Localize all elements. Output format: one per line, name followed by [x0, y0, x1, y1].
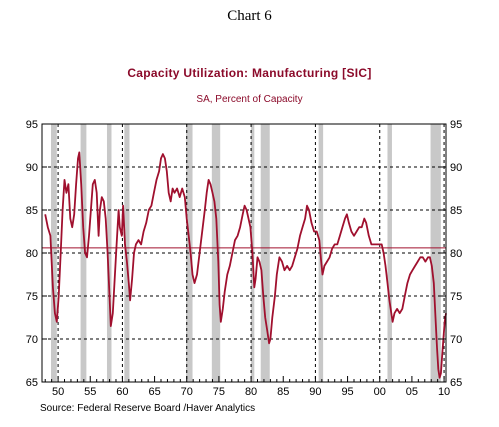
x-axis-ticks: 50 55 60 65 70 75 80 85 90 95 00 05 10	[44, 376, 450, 398]
y-tick-label-right-90: 90	[450, 162, 462, 174]
y-tick-label-left-80: 80	[26, 248, 38, 260]
recession-band-4	[186, 124, 193, 382]
chart-title: Capacity Utilization: Manufacturing [SIC…	[127, 66, 372, 80]
series-line-0	[44, 151, 447, 379]
recession-band-1	[80, 124, 87, 382]
source-note: Source: Federal Reserve Board /Haver Ana…	[40, 403, 256, 414]
y-tick-label-left-70: 70	[26, 334, 38, 346]
y-tick-label-left-75: 75	[26, 291, 38, 303]
chart-number: Chart 6	[227, 8, 272, 24]
y-tick-label-left-85: 85	[26, 205, 38, 217]
x-tick-label-00: 00	[374, 386, 386, 398]
recession-band-10	[430, 124, 441, 382]
x-tick-label-75: 75	[213, 386, 225, 398]
x-tick-label-70: 70	[181, 386, 193, 398]
gridlines	[42, 124, 446, 382]
y-tick-label-right-80: 80	[450, 248, 462, 260]
recession-band-0	[51, 124, 57, 382]
y-tick-label-right-70: 70	[450, 334, 462, 346]
x-tick-label-65: 65	[148, 386, 160, 398]
y-tick-label-right-85: 85	[450, 205, 462, 217]
x-tick-label-05: 05	[406, 386, 418, 398]
x-tick-label-10: 10	[438, 386, 450, 398]
x-tick-label-60: 60	[116, 386, 128, 398]
y-tick-label-left-65: 65	[26, 377, 38, 389]
chart-subtitle: SA, Percent of Capacity	[196, 94, 303, 105]
y-tick-label-left-90: 90	[26, 162, 38, 174]
x-tick-label-55: 55	[84, 386, 96, 398]
recession-band-9	[387, 124, 392, 382]
x-tick-label-95: 95	[341, 386, 353, 398]
y-tick-label-left-95: 95	[26, 119, 38, 131]
x-tick-label-80: 80	[245, 386, 257, 398]
y-axis-ticks: 65 65 70 70 75 75 80 80 85 85 90 90 95 95	[26, 119, 463, 389]
y-tick-label-right-65: 65	[450, 377, 462, 389]
x-tick-label-90: 90	[309, 386, 321, 398]
x-tick-label-85: 85	[277, 386, 289, 398]
series-group	[44, 151, 447, 379]
y-tick-label-right-95: 95	[450, 119, 462, 131]
y-tick-label-right-75: 75	[450, 291, 462, 303]
x-tick-label-50: 50	[52, 386, 64, 398]
